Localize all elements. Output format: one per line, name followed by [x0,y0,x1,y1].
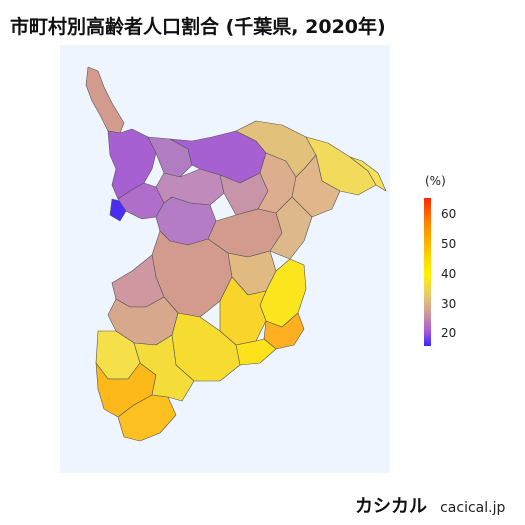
brand-logo: カシカル [355,496,427,517]
brand-footer: カシカル cacical.jp [355,492,505,518]
legend-colorbar [424,198,431,346]
region-sakura [155,168,225,206]
region-tateyama [133,334,195,402]
region-choshi-tip [349,156,387,192]
legend-tick-30: 30 [441,297,457,311]
legend-tick-20: 20 [441,326,457,340]
region-boso-tip [117,394,177,442]
legend-tick-40: 40 [441,267,457,281]
legend-title: (%) [425,174,446,188]
region-noda [85,66,125,134]
legend-tick-60: 60 [441,207,457,221]
region-kujukuri [269,196,313,260]
chiba-map-svg [85,66,387,442]
legend-tick-50: 50 [441,237,457,251]
page-title: 市町村別高齢者人口割合 (千葉県, 2020年) [10,16,386,38]
choropleth-map [60,45,390,473]
brand-site[interactable]: cacical.jp [440,500,506,516]
